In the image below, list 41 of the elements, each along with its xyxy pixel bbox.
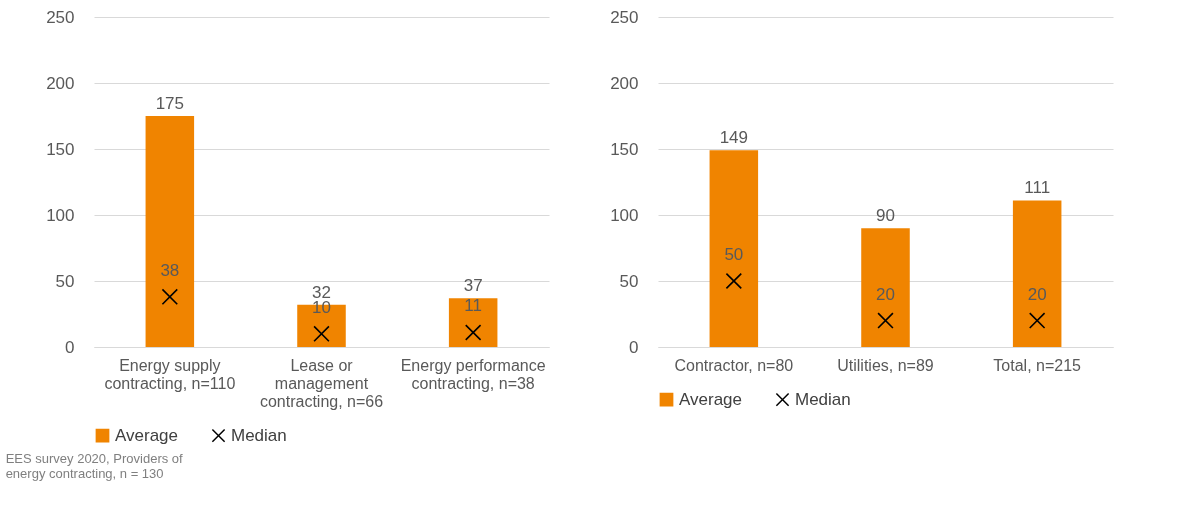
- x-tick-label: Lease or management contracting, n=66: [259, 356, 384, 410]
- x-tick-label: Utilities, n=89: [837, 356, 934, 374]
- bar: [448, 298, 498, 347]
- y-tick-label: 150: [46, 139, 75, 159]
- y-tick-label: 200: [610, 73, 639, 93]
- x-tick-label: Contractor, n=80: [674, 356, 794, 374]
- y-tick-label: 100: [610, 205, 639, 225]
- data-label: 20: [876, 284, 895, 304]
- data-label: 50: [724, 245, 744, 264]
- data-label: 90: [876, 206, 895, 226]
- data-label: 37: [463, 276, 483, 296]
- point: [161, 288, 179, 306]
- bar: [1012, 200, 1062, 347]
- y-tick-label: 250: [46, 7, 75, 27]
- data-label: 111: [1024, 178, 1051, 198]
- data-label: 32: [312, 282, 331, 302]
- bar: [709, 150, 759, 347]
- y-tick-label: 0: [65, 337, 75, 357]
- data-label: 38: [160, 260, 180, 280]
- data-label: 149: [719, 128, 749, 148]
- x-tick-label: Energy performance contracting, n=38: [400, 356, 546, 392]
- y-tick-label: 0: [629, 337, 639, 357]
- y-tick-label: 50: [619, 271, 639, 291]
- y-tick-label: 150: [610, 139, 639, 159]
- y-tick-label: 50: [55, 271, 75, 291]
- data-label: 11: [464, 296, 482, 316]
- legend-label: Median: [795, 389, 851, 409]
- bar: [861, 228, 910, 347]
- y-tick-label: 200: [46, 73, 75, 93]
- text: EES survey 2020, Providers of energy contracting, n = 130: [5, 451, 184, 481]
- legend-label: Median: [231, 425, 287, 445]
- data-label: 175: [155, 94, 185, 113]
- y-tick-label: 250: [610, 7, 639, 27]
- x-tick-label: Energy supply contracting, n=110: [104, 356, 236, 392]
- legend-label: Average: [115, 425, 179, 445]
- point: [464, 324, 482, 341]
- bar: [145, 116, 195, 347]
- y-tick-label: 100: [46, 205, 75, 225]
- x-tick-label: Total, n=215: [993, 356, 1082, 374]
- data-label: 20: [1027, 284, 1047, 304]
- legend-label: Average: [679, 389, 743, 409]
